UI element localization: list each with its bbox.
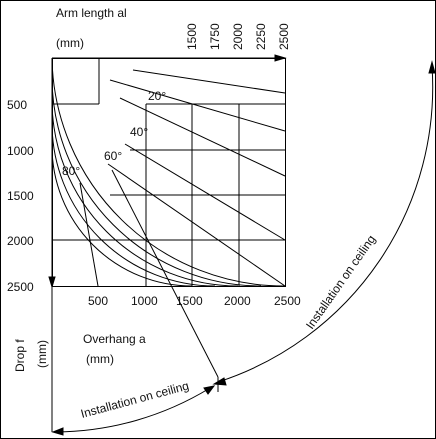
angle-label-80: 80° [62,164,80,178]
angle-line-20 [109,79,286,132]
y-tick-2500: 2500 [7,280,34,294]
grid [52,58,286,287]
x-tick-1500: 1500 [176,294,203,308]
y-tick-1000: 1000 [7,144,34,158]
arm-length-2500: 2500 [277,23,291,50]
arm-length-1500: 1500 [185,23,199,50]
arm-length-2000: 2000 [231,23,245,50]
arc-2500 [51,59,285,287]
ceiling-installation-right [212,60,436,392]
ceiling-label-right: Installation on ceiling [303,232,378,331]
y-tick-500: 500 [7,98,27,112]
arc-1500 [51,145,193,287]
angle-label-60: 60° [104,149,122,163]
arm-length-title: Arm length al [56,6,127,20]
drop-arrow [48,58,56,289]
x-tick-2500: 2500 [274,294,301,308]
ceiling-label-bottom: Installation on ceiling [79,379,190,421]
x-tick-500: 500 [88,294,108,308]
arc-2250 [51,76,262,287]
ceiling-installation-bottom [51,385,216,436]
angle-line-40 [124,143,286,241]
angle-lines [79,69,286,378]
angle-line-30 [119,97,286,177]
top-arm-arrow [52,54,287,62]
angle-line-50 [107,163,286,287]
x-tick-1000: 1000 [131,294,158,308]
angle-label-40: 40° [130,125,148,139]
angle-line-80 [79,182,99,287]
angle-line-60 [111,169,219,378]
x-tick-2000: 2000 [224,294,251,308]
drop-unit: (mm) [35,340,49,368]
arc-2000 [51,99,239,287]
arm-length-arcs [51,59,285,287]
overhang-unit: (mm) [86,352,114,366]
angle-label-20: 20° [148,89,166,103]
angle-line-10 [132,69,286,94]
drop-label: Drop f [13,339,27,372]
arm-length-2250: 2250 [254,23,268,50]
y-tick-1500: 1500 [7,189,34,203]
arm-length-1750: 1750 [208,23,222,50]
arc-1750 [51,122,216,287]
y-tick-2000: 2000 [7,234,34,248]
overhang-label: Overhang a [83,332,146,346]
arm-length-unit: (mm) [56,36,84,50]
